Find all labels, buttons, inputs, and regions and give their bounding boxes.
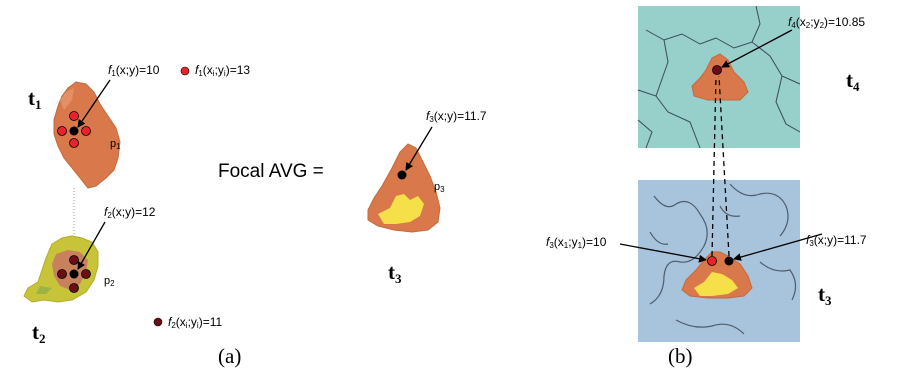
p1-label: p1 (110, 139, 121, 151)
t2-dot-right (82, 270, 91, 279)
t2-dot-left (58, 270, 67, 279)
legend-dot-darkred (154, 318, 162, 326)
t1-dot-center (70, 127, 79, 136)
f1-center-label: f1(x;y)=10 (108, 64, 159, 78)
f3-left-label-b: f3(x1;y1)=10 (546, 236, 606, 250)
t3-label-b: t3 (818, 284, 832, 307)
t4-label: t4 (846, 70, 860, 93)
f2-center-label: f2(x;y)=12 (104, 206, 155, 220)
legend-dot-red (181, 67, 189, 75)
t1-label: t1 (28, 88, 42, 111)
t1-dot-left (58, 127, 67, 136)
caption-a: (a) (218, 346, 241, 367)
t2-dot-bottom (70, 284, 79, 293)
focal-avg-text: Focal AVG = (218, 162, 324, 181)
t3-dot-center-a (398, 171, 407, 180)
t2-dot-top (70, 256, 79, 265)
f4-label: f4(x2;y2)=10.85 (788, 16, 865, 30)
p3-label: p3 (434, 182, 445, 194)
t2-dot-center (70, 270, 79, 279)
t3-dot-right-b (725, 257, 734, 266)
t4-dot (713, 66, 722, 75)
t1-dot-bottom (70, 139, 79, 148)
t3-dot-left-b (708, 257, 717, 266)
t1-dot-right (82, 127, 91, 136)
p2-label: p2 (104, 276, 115, 288)
f3-center-label-a: f3(x;y)=11.7 (426, 110, 487, 124)
f1-neighbor-label: f1(xi;yi)=13 (195, 64, 250, 78)
t1-dot-top (70, 112, 79, 121)
caption-b: (b) (668, 346, 693, 367)
t3-label-a: t3 (388, 262, 402, 285)
f2-neighbor-label: f2(xi;yi)=11 (168, 316, 222, 330)
f3-right-label-b: f3(x;y)=11.7 (806, 234, 867, 248)
t2-label: t2 (32, 322, 46, 345)
